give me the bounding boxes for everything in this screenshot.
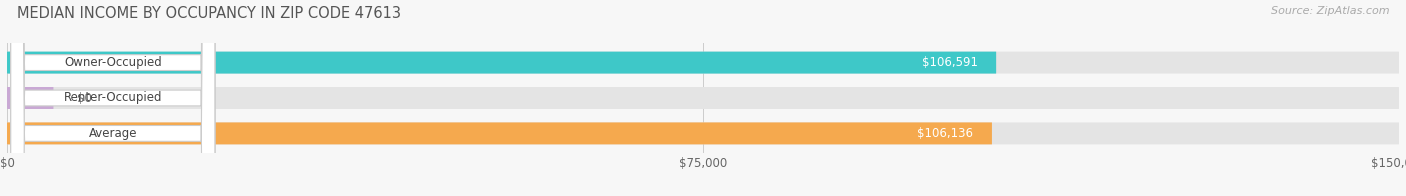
FancyBboxPatch shape (7, 52, 1399, 74)
Text: Renter-Occupied: Renter-Occupied (63, 92, 162, 104)
Text: $106,136: $106,136 (917, 127, 973, 140)
FancyBboxPatch shape (7, 52, 997, 74)
Text: Owner-Occupied: Owner-Occupied (63, 56, 162, 69)
FancyBboxPatch shape (7, 87, 53, 109)
Text: $106,591: $106,591 (921, 56, 977, 69)
FancyBboxPatch shape (11, 0, 215, 196)
FancyBboxPatch shape (11, 0, 215, 196)
FancyBboxPatch shape (11, 0, 215, 196)
Text: Average: Average (89, 127, 136, 140)
Text: MEDIAN INCOME BY OCCUPANCY IN ZIP CODE 47613: MEDIAN INCOME BY OCCUPANCY IN ZIP CODE 4… (17, 6, 401, 21)
Text: $0: $0 (77, 92, 91, 104)
Text: Source: ZipAtlas.com: Source: ZipAtlas.com (1271, 6, 1389, 16)
FancyBboxPatch shape (7, 122, 991, 144)
FancyBboxPatch shape (7, 87, 1399, 109)
FancyBboxPatch shape (7, 122, 1399, 144)
